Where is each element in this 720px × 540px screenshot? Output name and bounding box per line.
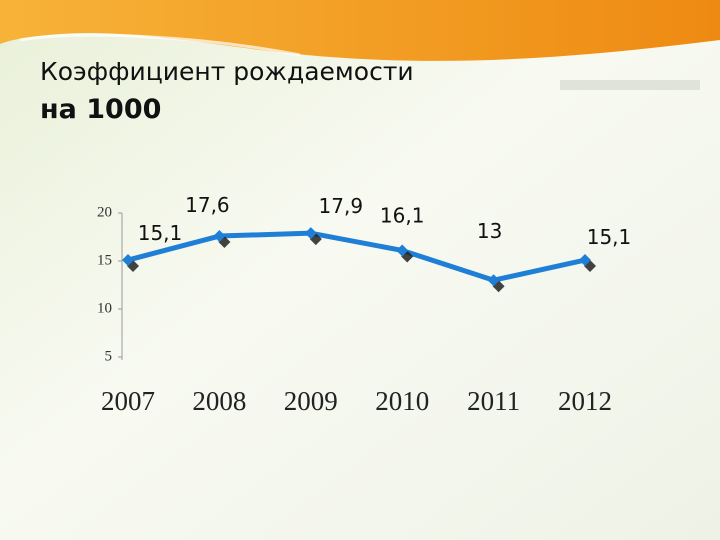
marker [213, 230, 226, 243]
decor-bar [560, 80, 700, 90]
y-tick-label: 5 [105, 348, 113, 364]
top-swoosh [0, 0, 720, 61]
marker [396, 244, 409, 257]
y-tick-label: 10 [97, 300, 112, 316]
data-label: 15,1 [138, 221, 183, 245]
data-label: 16,1 [380, 203, 425, 227]
chart-subtitle: на 1000 [40, 94, 161, 125]
x-tick-label: 2007 [101, 386, 155, 416]
marker [304, 227, 317, 240]
x-tick-label: 2010 [375, 386, 429, 416]
x-tick-label: 2008 [192, 386, 246, 416]
data-label: 17,6 [185, 193, 230, 217]
x-tick-label: 2009 [284, 386, 338, 416]
marker [487, 274, 500, 287]
data-label: 15,1 [587, 225, 632, 249]
data-label: 17,9 [319, 194, 364, 218]
data-label: 13 [477, 219, 502, 243]
marker [122, 254, 134, 267]
chart-title: Коэффициент рождаемости [40, 57, 414, 86]
x-tick-label: 2012 [558, 386, 612, 416]
marker [579, 254, 591, 267]
x-tick-label: 2011 [467, 386, 520, 416]
swoosh-highlight [19, 33, 301, 57]
y-tick-label: 15 [97, 252, 112, 268]
y-tick-label: 20 [97, 204, 112, 220]
series-line [127, 230, 586, 283]
